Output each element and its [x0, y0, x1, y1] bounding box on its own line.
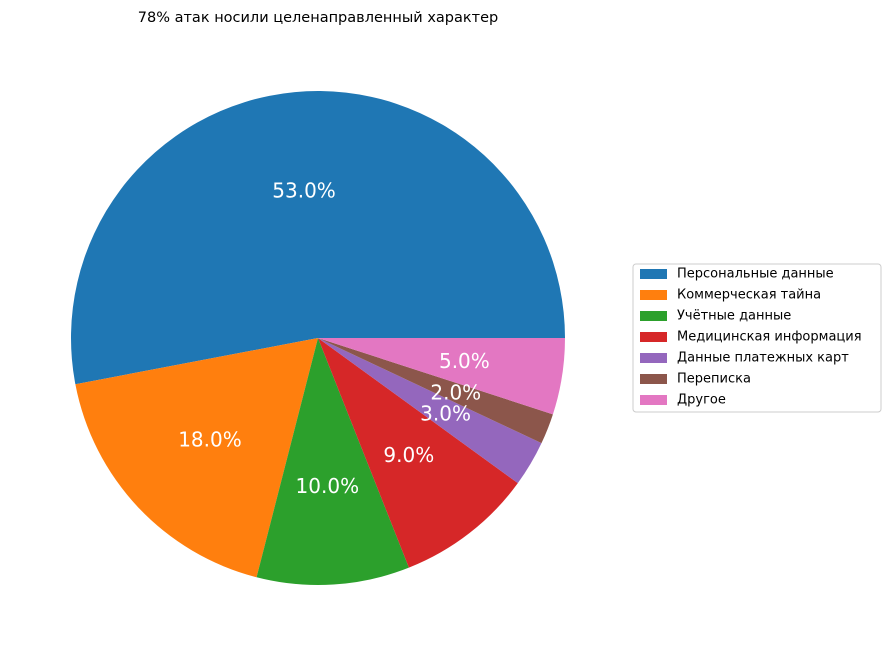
pie-percentage-labels: 53.0% 18.0% 10.0% 9.0% 3.0%2.0% 5.0% [178, 178, 490, 497]
chart-title: 78% атак носили целенаправленный характе… [138, 10, 498, 26]
pie-slice-7 [318, 338, 565, 415]
pie-slice-4 [318, 338, 518, 568]
legend-label: Другое [677, 393, 726, 408]
slice-percentage-label: 2.0% [430, 381, 481, 405]
pie-slice-2 [75, 338, 318, 578]
slice-percentage-label: 9.0% [383, 443, 434, 467]
legend-label: Учётные данные [677, 309, 791, 324]
pie-slices [70, 90, 565, 586]
legend-frame [632, 263, 882, 413]
legend-swatch [640, 374, 667, 384]
legend-label: Медицинская информация [677, 330, 862, 345]
legend-label: Персональные данные [677, 267, 834, 282]
pie-slice-5 [318, 338, 542, 484]
legend-swatch [640, 290, 667, 300]
legend: Персональные данные Коммерческая тайна Учё… [632, 263, 882, 413]
slice-percentage-label: 18.0% [178, 427, 242, 451]
slice-percentage-label: 53.0% [272, 178, 336, 202]
legend-swatch [640, 353, 667, 363]
slice-percentage-label: 10.0% [296, 474, 360, 498]
slice-percentage-label: 5.0% [439, 349, 490, 373]
legend-swatch [640, 395, 667, 405]
pie-slice-1 [70, 90, 565, 385]
legend-label: Данные платежных карт [677, 351, 849, 366]
pie-slice-6 [318, 338, 553, 444]
legend-label: Коммерческая тайна [677, 288, 821, 303]
legend-label: Переписка [677, 372, 751, 387]
legend-swatch [640, 311, 667, 321]
pie-slice-3 [256, 338, 409, 586]
legend-swatch [640, 269, 667, 279]
legend-swatch [640, 332, 667, 342]
slice-percentage-label: 3.0% [420, 401, 471, 425]
